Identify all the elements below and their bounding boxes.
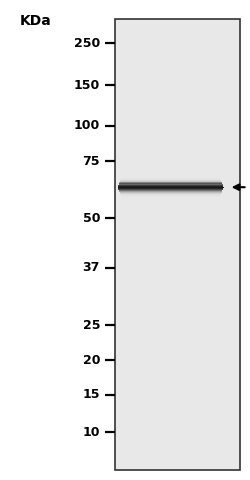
Text: 100: 100 [74, 119, 100, 132]
Text: 20: 20 [82, 353, 100, 367]
Text: 10: 10 [82, 425, 100, 439]
Text: 75: 75 [82, 155, 100, 168]
Text: 150: 150 [74, 79, 100, 92]
Bar [115, 19, 240, 470]
Text: 37: 37 [82, 261, 100, 275]
Text: 15: 15 [82, 388, 100, 401]
Text: 25: 25 [82, 319, 100, 332]
Text: 50: 50 [82, 212, 100, 225]
Text: KDa: KDa [20, 14, 52, 28]
Text: 250: 250 [74, 36, 100, 50]
